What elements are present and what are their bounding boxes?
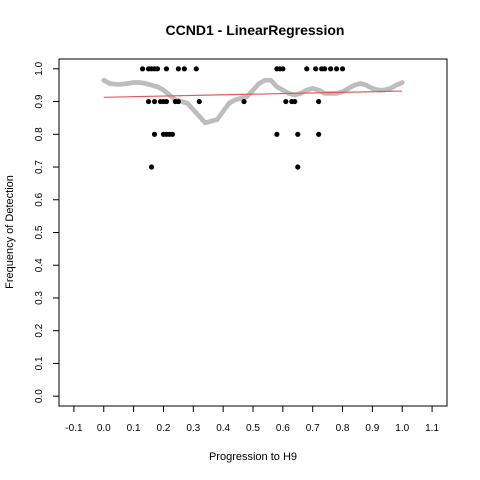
data-point bbox=[145, 98, 152, 105]
data-point bbox=[175, 66, 181, 72]
y-axis-label: Frequency of Detection bbox=[4, 175, 16, 289]
y-tick-label: 0.6 bbox=[34, 192, 45, 206]
smooth-trend-point bbox=[399, 80, 405, 85]
data-point bbox=[148, 164, 155, 170]
y-tick-label: 0.4 bbox=[34, 258, 45, 272]
data-point bbox=[151, 98, 158, 105]
data-point bbox=[333, 66, 340, 72]
x-tick-label: 0.8 bbox=[336, 423, 350, 434]
regression-fit-series bbox=[103, 90, 403, 98]
data-point bbox=[241, 98, 247, 105]
y-tick-label: 0.3 bbox=[34, 291, 45, 305]
x-tick-label: 0.1 bbox=[127, 423, 141, 434]
plot-frame bbox=[58, 58, 448, 407]
data-point bbox=[283, 98, 289, 105]
data-point bbox=[292, 98, 298, 105]
y-tick-label: 0.1 bbox=[34, 356, 45, 370]
data-point bbox=[193, 66, 199, 72]
y-tick-label: 0.9 bbox=[34, 94, 45, 108]
x-tick-label: 0.5 bbox=[246, 423, 260, 434]
smooth-trend-series bbox=[101, 77, 405, 126]
x-tick-label: 0.3 bbox=[186, 423, 200, 434]
data-point bbox=[328, 66, 334, 72]
x-tick-label: 0.7 bbox=[306, 423, 320, 434]
y-tick-label: 0.2 bbox=[34, 323, 45, 337]
data-point bbox=[151, 131, 158, 137]
data-point bbox=[304, 66, 310, 72]
data-point bbox=[196, 98, 202, 105]
data-point bbox=[163, 98, 170, 105]
data-point bbox=[322, 66, 328, 72]
x-tick-label: 0.6 bbox=[276, 423, 290, 434]
y-tick-label: 0.5 bbox=[34, 225, 45, 239]
data-point bbox=[295, 164, 301, 170]
x-tick-label: 1.0 bbox=[395, 423, 409, 434]
y-tick-label: 0.0 bbox=[34, 389, 45, 403]
y-axis: 0.0 0.1 0.2 0.3 0.4 0.5 0.6 0.7 0.8 0.9 1.0 bbox=[34, 61, 59, 403]
x-axis-label: Progression to H9 bbox=[209, 451, 297, 463]
data-point bbox=[154, 66, 161, 72]
data-point bbox=[339, 66, 346, 72]
y-tick-label: 1.0 bbox=[34, 61, 45, 75]
x-tick-label: 0.2 bbox=[157, 423, 171, 434]
x-tick-label: 0.9 bbox=[365, 423, 379, 434]
data-point bbox=[316, 131, 322, 137]
data-point bbox=[295, 131, 301, 137]
detection-points-series bbox=[139, 66, 346, 170]
data-point bbox=[163, 66, 170, 72]
data-point bbox=[313, 66, 319, 72]
x-tick-label: -0.1 bbox=[65, 423, 83, 434]
data-point bbox=[175, 98, 181, 105]
regression-line bbox=[103, 90, 403, 98]
x-axis: -0.1 0.0 0.1 0.2 0.3 0.4 0.5 0.6 0.7 0.8 0.9 1.0 1.1 bbox=[65, 406, 439, 434]
data-point bbox=[139, 66, 146, 72]
y-tick-label: 0.7 bbox=[34, 160, 45, 174]
data-point bbox=[181, 66, 187, 72]
data-point bbox=[280, 66, 286, 72]
x-tick-label: 0.4 bbox=[216, 423, 230, 434]
x-tick-label: 1.1 bbox=[425, 423, 439, 434]
data-point bbox=[316, 98, 322, 105]
data-point bbox=[274, 131, 280, 137]
data-point bbox=[169, 131, 176, 137]
y-tick-label: 0.8 bbox=[34, 127, 45, 141]
chart-title: CCND1 - LinearRegression bbox=[166, 22, 345, 38]
x-tick-label: 0.0 bbox=[97, 423, 111, 434]
